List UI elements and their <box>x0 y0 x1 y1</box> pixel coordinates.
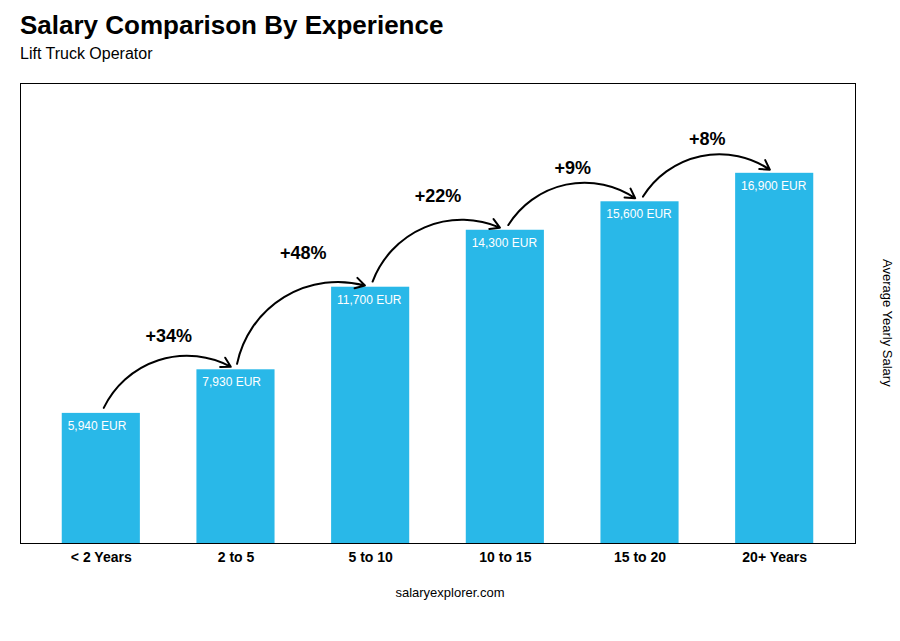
html-text:salaryexplorer.com: salaryexplorer.com <box>395 585 505 600</box>
svg-text:+9%: +9% <box>554 158 591 178</box>
svg-text:10 to 15: 10 to 15 <box>479 549 531 565</box>
svg-text:+8%: +8% <box>689 129 726 149</box>
svg-text:+22%: +22% <box>415 186 462 206</box>
svg-text:2 to 5: 2 to 5 <box>218 549 255 565</box>
svg-text:14,300 EUR: 14,300 EUR <box>472 236 538 250</box>
svg-text:+48%: +48% <box>280 243 327 263</box>
svg-text:15,600 EUR: 15,600 EUR <box>606 207 672 221</box>
svg-text:11,700 EUR: 11,700 EUR <box>337 293 402 307</box>
svg-text:5,940 EUR: 5,940 EUR <box>68 419 127 433</box>
svg-text:+34%: +34% <box>145 326 192 346</box>
svg-text:5 to 10: 5 to 10 <box>348 549 393 565</box>
html-text:Average Yearly Salary: Average Yearly Salary <box>880 259 895 387</box>
svg-text:20+ Years: 20+ Years <box>742 549 807 565</box>
svg-text:15 to 20: 15 to 20 <box>614 549 666 565</box>
svg-text:< 2 Years: < 2 Years <box>71 549 132 565</box>
html-text:Salary Comparison By Experienc: Salary Comparison By Experience <box>20 10 444 40</box>
html-text:Lift Truck Operator: Lift Truck Operator <box>20 45 153 62</box>
svg-text:16,900 EUR: 16,900 EUR <box>741 179 807 193</box>
svg-text:7,930 EUR: 7,930 EUR <box>202 375 261 389</box>
